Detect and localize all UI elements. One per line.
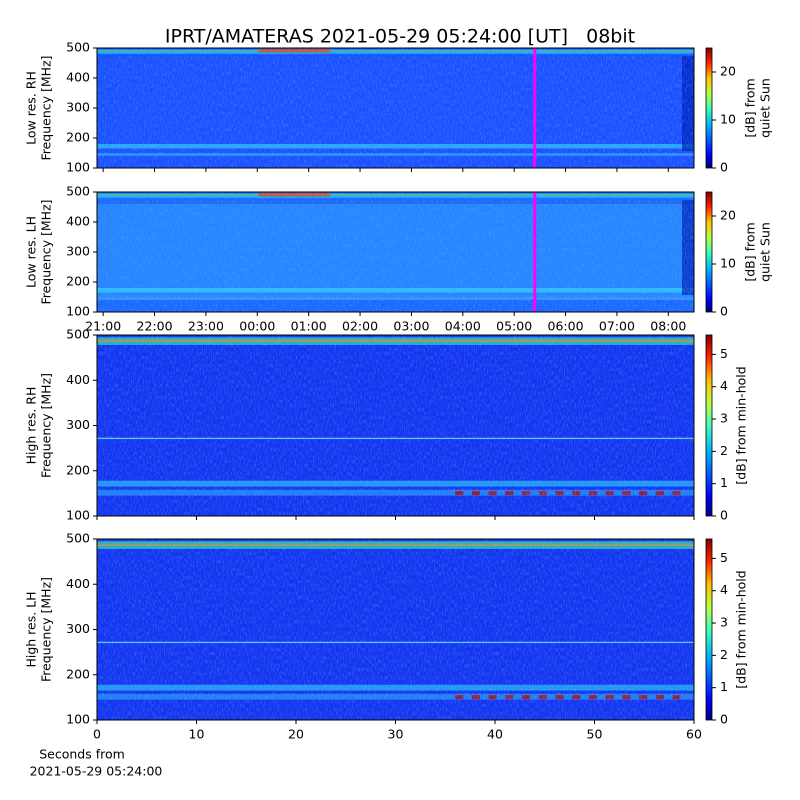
- x-tick-label: 50: [587, 727, 603, 742]
- y-tick-label: 100: [66, 712, 90, 727]
- y-tick-label: 300: [66, 244, 90, 259]
- colorbar-tick-label: 10: [720, 112, 736, 127]
- y-tick-label: 100: [66, 160, 90, 175]
- colorbar-tick-label: 2: [720, 443, 728, 458]
- spectrogram: [97, 192, 694, 312]
- x-tick-label: 07:00: [599, 319, 635, 334]
- x-axis-label: Seconds from: [39, 747, 125, 762]
- y-tick-label: 500: [66, 184, 90, 199]
- spectrogram: [97, 48, 694, 168]
- colorbar-tick-label: 20: [720, 208, 736, 223]
- y-tick-label: 400: [66, 70, 90, 85]
- y-tick-label: 200: [66, 666, 90, 681]
- y-axis-label: Frequency [MHz]: [39, 577, 54, 682]
- x-tick-label: 03:00: [393, 319, 429, 334]
- y-tick-label: 200: [66, 130, 90, 145]
- y-axis-label: High res. RH: [24, 387, 39, 465]
- y-axis-label: Low res. LH: [24, 216, 39, 288]
- spectrogram: [97, 335, 694, 516]
- colorbar-tick-label: 1: [720, 679, 728, 694]
- colorbar-tick-label: 0: [720, 304, 728, 319]
- colorbar-tick-label: 10: [720, 256, 736, 271]
- colorbar-tick-label: 3: [720, 615, 728, 630]
- colorbar: [705, 191, 713, 313]
- x-tick-label: 00:00: [239, 319, 275, 334]
- chart-title: IPRT/AMATERAS 2021-05-29 05:24:00 [UT] 0…: [165, 26, 635, 48]
- spectrogram-noise: [97, 539, 694, 720]
- spectrogram-noise: [97, 335, 694, 516]
- colorbar: [705, 47, 713, 169]
- x-tick-label: 21:00: [85, 319, 121, 334]
- y-axis-label: Frequency [MHz]: [39, 55, 54, 160]
- y-tick-label: 400: [66, 576, 90, 591]
- colorbar-tick-label: 5: [720, 346, 728, 361]
- y-tick-label: 200: [66, 462, 90, 477]
- spectrogram-noise: [97, 48, 694, 168]
- x-tick-label: 02:00: [342, 319, 378, 334]
- x-tick-label: 0: [93, 727, 101, 742]
- y-axis-label: Frequency [MHz]: [39, 199, 54, 304]
- colorbar: [705, 538, 713, 721]
- y-tick-label: 500: [66, 531, 90, 546]
- colorbar-label: quiet Sun: [758, 222, 773, 282]
- colorbar-tick-label: 2: [720, 647, 728, 662]
- spectrogram-noise: [97, 192, 694, 312]
- y-tick-label: 100: [66, 304, 90, 319]
- x-tick-label: 22:00: [137, 319, 173, 334]
- colorbar-tick-label: 1: [720, 475, 728, 490]
- y-axis-label: Frequency [MHz]: [39, 373, 54, 478]
- colorbar-label: [dB] from min-hold: [734, 570, 749, 688]
- x-tick-label: 10: [189, 727, 205, 742]
- colorbar-label: [dB] from: [743, 78, 758, 137]
- y-axis-label: High res. LH: [24, 591, 39, 667]
- y-tick-label: 500: [66, 327, 90, 342]
- y-tick-label: 500: [66, 40, 90, 55]
- x-tick-label: 23:00: [188, 319, 224, 334]
- spectrogram: [97, 539, 694, 720]
- y-tick-label: 200: [66, 274, 90, 289]
- y-axis-label: Low res. RH: [24, 71, 39, 145]
- x-tick-label: 20: [288, 727, 304, 742]
- x-tick-label: 08:00: [650, 319, 686, 334]
- colorbar: [705, 334, 713, 517]
- y-tick-label: 100: [66, 508, 90, 523]
- x-tick-label: 30: [388, 727, 404, 742]
- colorbar-tick-label: 0: [720, 160, 728, 175]
- x-tick-label: 40: [487, 727, 503, 742]
- x-tick-label: 04:00: [445, 319, 481, 334]
- colorbar-tick-label: 20: [720, 64, 736, 79]
- x-tick-label: 01:00: [291, 319, 327, 334]
- colorbar-label: [dB] from: [743, 222, 758, 281]
- x-axis-label: 2021-05-29 05:24:00: [30, 764, 163, 779]
- y-tick-label: 300: [66, 100, 90, 115]
- colorbar-tick-label: 0: [720, 508, 728, 523]
- y-tick-label: 300: [66, 417, 90, 432]
- colorbar-label: quiet Sun: [758, 78, 773, 138]
- colorbar-tick-label: 4: [720, 582, 728, 597]
- colorbar-label: [dB] from min-hold: [734, 366, 749, 484]
- x-tick-label: 05:00: [496, 319, 532, 334]
- colorbar-tick-label: 5: [720, 550, 728, 565]
- y-tick-label: 400: [66, 214, 90, 229]
- x-tick-label: 60: [686, 727, 702, 742]
- y-tick-label: 400: [66, 372, 90, 387]
- x-tick-label: 06:00: [548, 319, 584, 334]
- colorbar-tick-label: 3: [720, 411, 728, 426]
- colorbar-tick-label: 4: [720, 378, 728, 393]
- y-tick-label: 300: [66, 621, 90, 636]
- colorbar-tick-label: 0: [720, 712, 728, 727]
